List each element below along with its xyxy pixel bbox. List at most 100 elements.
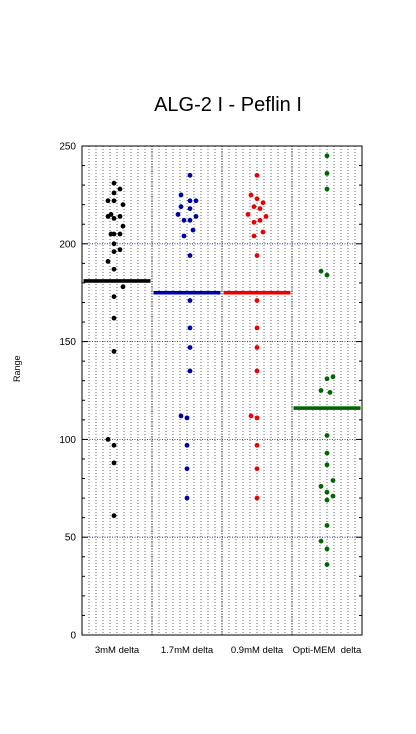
data-point — [117, 247, 123, 253]
data-point — [111, 442, 117, 448]
data-point — [187, 172, 193, 178]
y-tick-label: 50 — [65, 533, 77, 544]
data-point — [178, 413, 184, 419]
grid — [82, 146, 362, 635]
data-point — [327, 390, 333, 395]
data-point — [184, 442, 190, 448]
data-point — [117, 231, 123, 237]
data-point — [117, 186, 123, 192]
data-point — [324, 376, 330, 382]
data-point — [178, 204, 184, 210]
data-point — [260, 229, 266, 235]
data-point — [330, 478, 336, 483]
data-point — [193, 214, 199, 219]
y-tick-label: 0 — [70, 631, 76, 642]
series-4 — [293, 153, 361, 567]
data-point — [111, 513, 117, 519]
data-point — [111, 198, 117, 204]
data-point — [251, 204, 257, 210]
data-point — [324, 462, 330, 468]
data-point — [111, 190, 117, 196]
mean-line — [153, 290, 221, 295]
data-point — [324, 489, 330, 495]
data-point — [324, 497, 330, 503]
data-point — [254, 368, 260, 374]
data-point — [324, 433, 330, 438]
data-marks — [83, 153, 361, 567]
data-point — [187, 217, 193, 223]
data-point — [257, 206, 263, 211]
data-point — [330, 493, 336, 499]
data-point — [254, 325, 260, 331]
data-point — [318, 388, 324, 393]
data-point — [184, 495, 190, 501]
data-point — [263, 214, 269, 219]
y-tick-label: 200 — [59, 239, 76, 250]
data-point — [120, 284, 126, 290]
data-point — [120, 202, 126, 208]
data-point — [324, 450, 330, 456]
x-category-label: 3mM delta — [95, 645, 140, 656]
data-point — [324, 153, 330, 159]
data-point — [254, 196, 260, 202]
series-1 — [83, 180, 151, 519]
y-tick-label: 150 — [59, 337, 76, 348]
data-point — [248, 192, 254, 198]
data-point — [330, 374, 336, 380]
data-point — [254, 495, 260, 501]
x-category-label: 1.7mM delta — [161, 645, 214, 656]
data-point — [184, 466, 190, 472]
series-3 — [223, 172, 291, 501]
data-point — [187, 206, 193, 211]
data-point — [111, 249, 117, 255]
data-point — [324, 546, 330, 552]
data-point — [105, 214, 111, 219]
data-point — [324, 562, 330, 567]
chart-title: ALG-2 I - Peflin I — [154, 94, 302, 116]
data-point — [105, 198, 111, 204]
data-point — [254, 466, 260, 472]
data-point — [187, 298, 193, 303]
y-tick-label: 100 — [59, 435, 76, 446]
data-point — [193, 198, 199, 204]
data-point — [111, 180, 117, 186]
data-point — [187, 253, 193, 258]
data-point — [175, 212, 181, 217]
data-point — [120, 223, 126, 229]
x-category-label: 0.9mM delta — [231, 645, 284, 656]
data-point — [324, 272, 330, 278]
data-point — [105, 259, 111, 264]
data-point — [245, 212, 251, 217]
axis-ticks: 0 50 100 150 200 250 3mM delta 1.7mM delta 0.9mM… — [59, 142, 362, 657]
data-point — [105, 437, 111, 442]
plot-frame — [81, 145, 363, 636]
data-point — [318, 538, 324, 544]
data-point — [187, 325, 193, 331]
data-point — [248, 413, 254, 419]
mean-line — [223, 290, 291, 295]
data-point — [187, 368, 193, 374]
data-point — [254, 345, 260, 350]
data-point — [257, 217, 263, 223]
data-point — [324, 170, 330, 176]
data-point — [324, 186, 330, 192]
data-point — [251, 219, 257, 225]
data-point — [111, 266, 117, 272]
data-point — [260, 200, 266, 206]
data-point — [111, 460, 117, 466]
data-point — [111, 241, 117, 247]
series-2 — [153, 172, 221, 501]
data-point — [111, 294, 117, 300]
data-point — [111, 348, 117, 354]
data-point — [187, 198, 193, 204]
data-point — [254, 442, 260, 448]
data-point — [254, 172, 260, 178]
data-point — [184, 415, 190, 421]
data-point — [181, 233, 187, 239]
data-point — [181, 217, 187, 223]
mean-line — [293, 406, 361, 410]
data-point — [318, 483, 324, 489]
data-point — [117, 214, 123, 219]
data-point — [254, 415, 260, 421]
